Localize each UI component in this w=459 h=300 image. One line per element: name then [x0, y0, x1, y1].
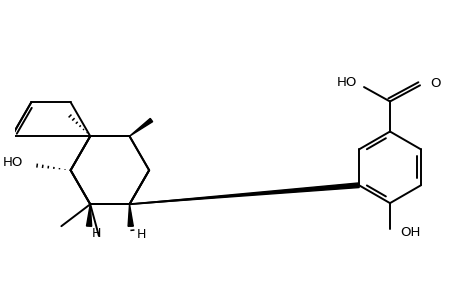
Text: HO: HO — [336, 76, 356, 89]
Polygon shape — [86, 204, 91, 226]
Text: O: O — [430, 77, 440, 90]
Polygon shape — [128, 204, 133, 226]
Polygon shape — [129, 118, 152, 136]
Text: OH: OH — [399, 226, 420, 238]
Polygon shape — [129, 183, 358, 204]
Text: H: H — [91, 226, 101, 240]
Text: HO: HO — [2, 156, 22, 169]
Text: H: H — [136, 228, 146, 241]
